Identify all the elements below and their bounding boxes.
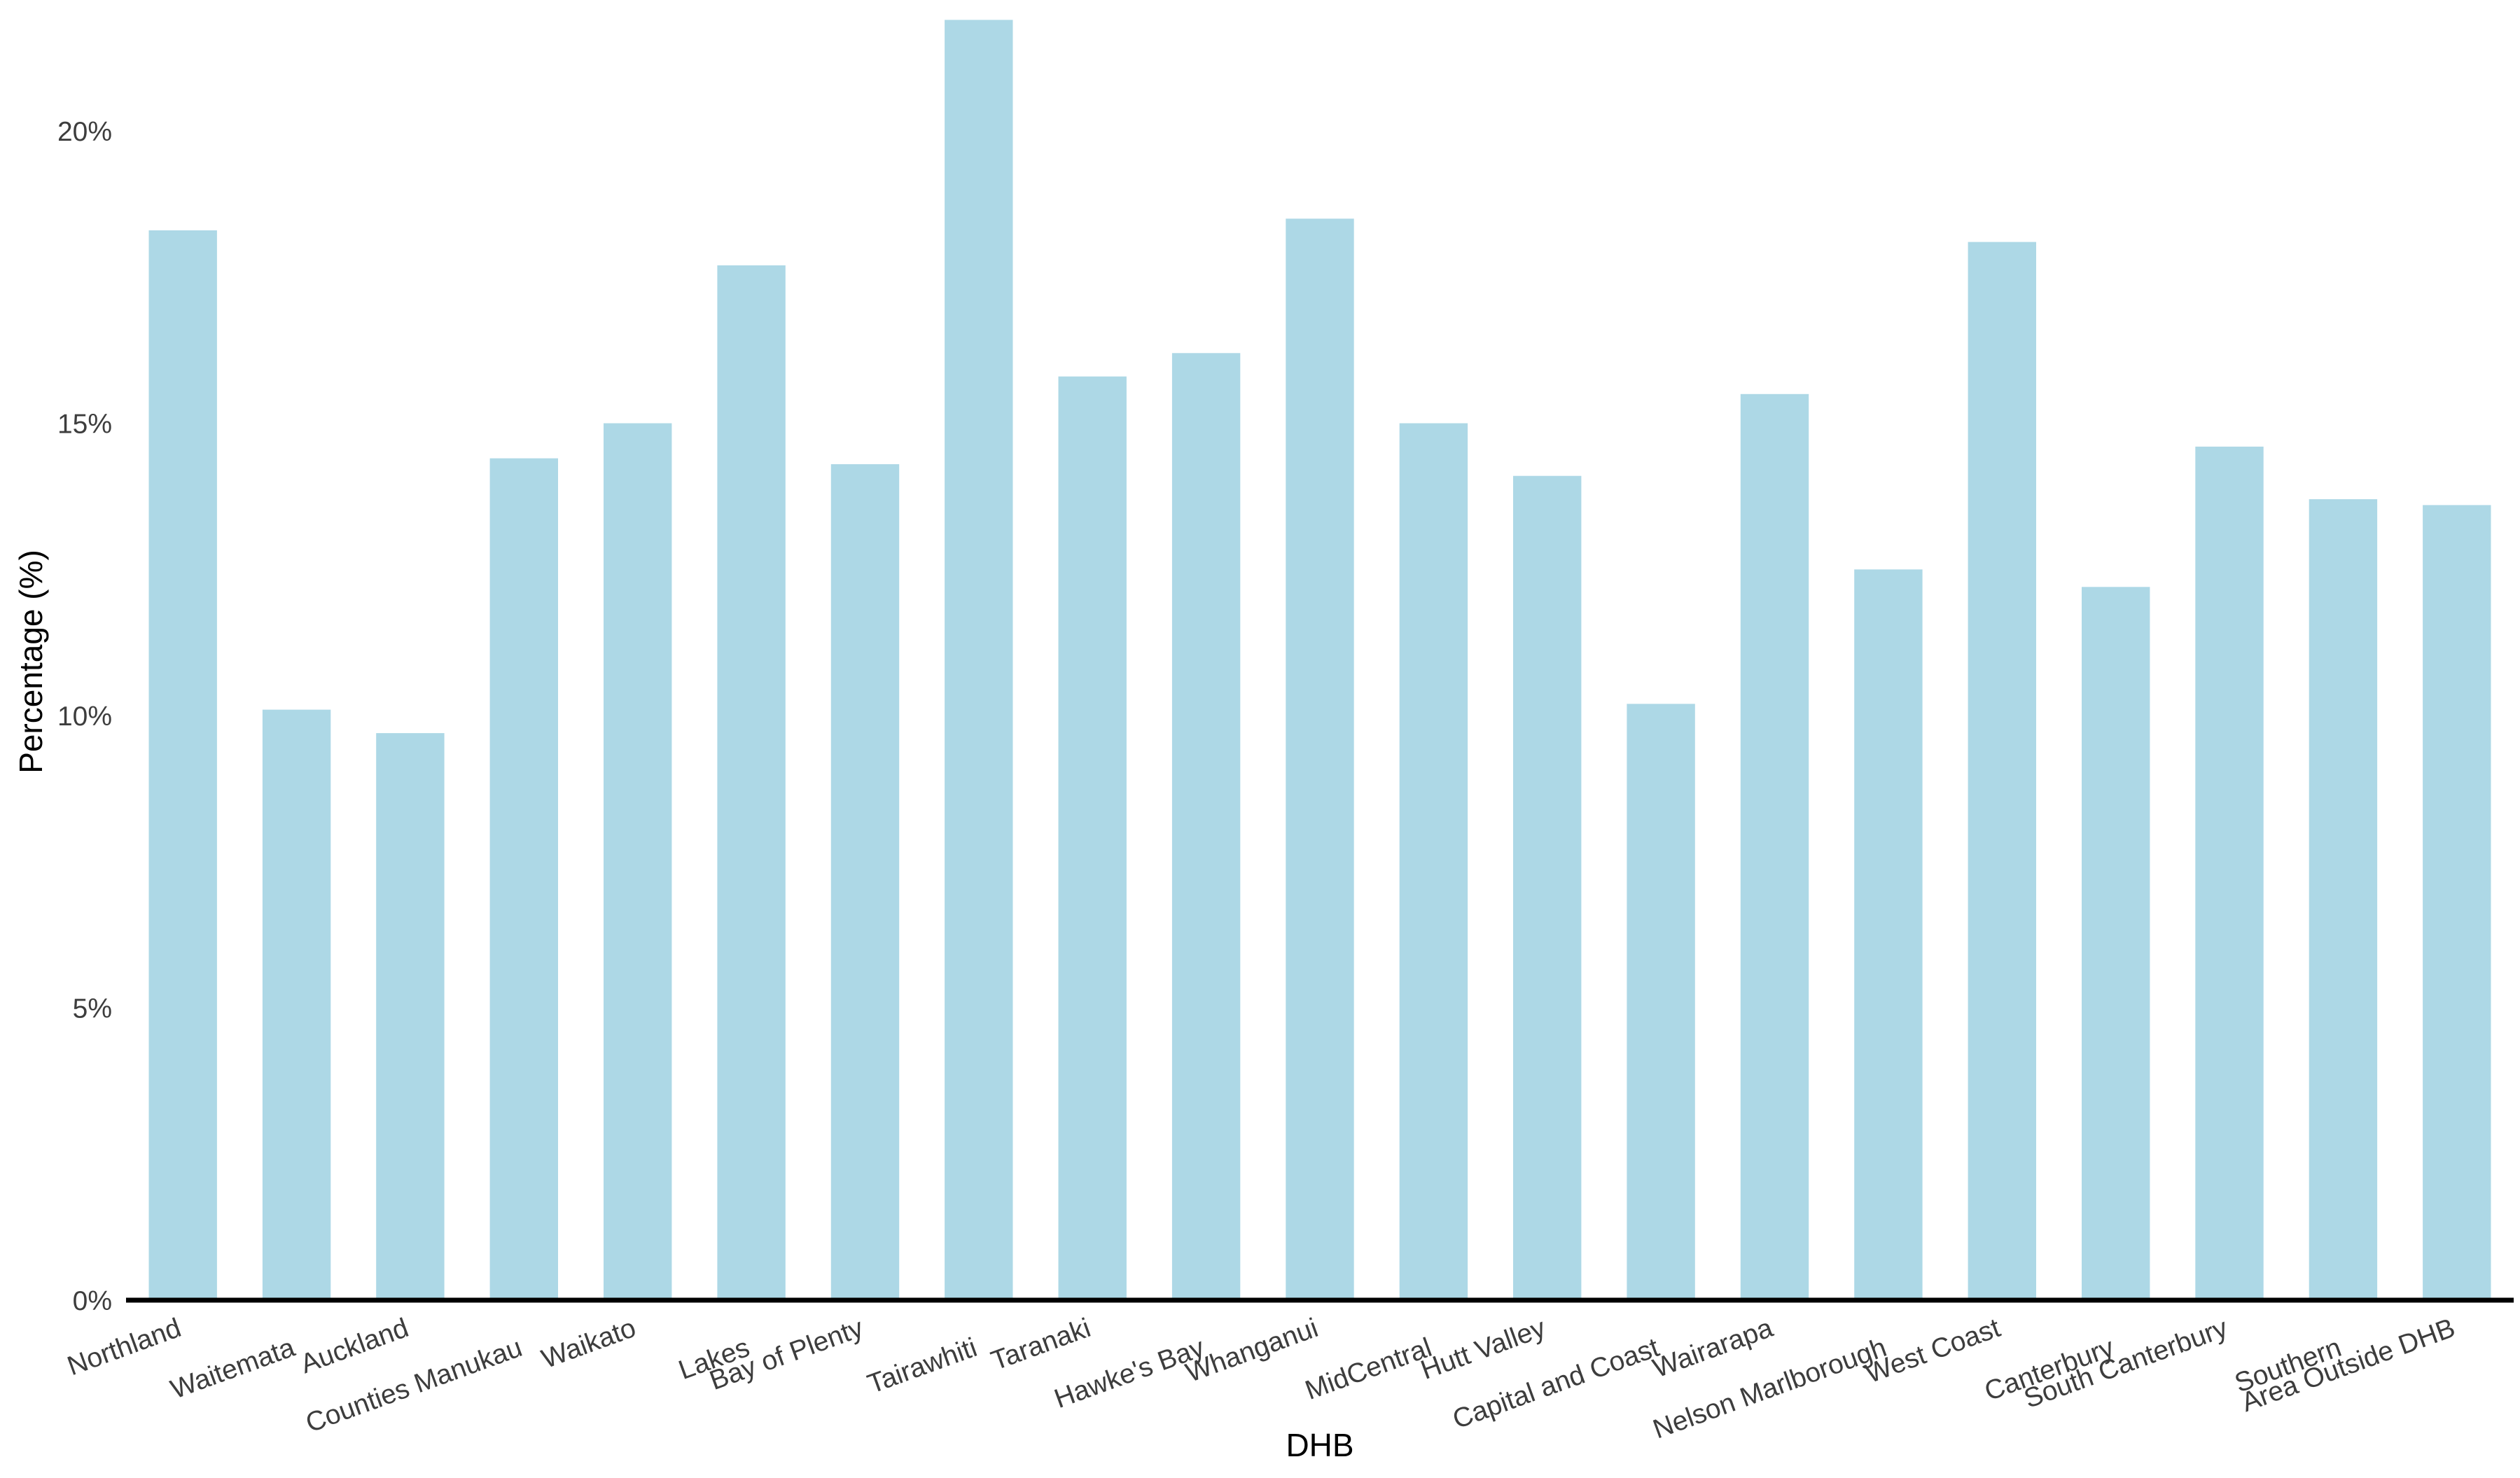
x-tick-label: Taranaki — [987, 1313, 1094, 1376]
bar-16 — [1968, 242, 2036, 1301]
bar-3 — [489, 458, 558, 1300]
bar-5 — [717, 265, 786, 1300]
y-axis-title: Percentage (%) — [13, 550, 49, 774]
bar-20 — [2423, 505, 2491, 1300]
bar-9 — [1171, 353, 1241, 1300]
bar-14 — [1740, 393, 1809, 1301]
x-axis-title: DHB — [1286, 1427, 1353, 1463]
bar-12 — [1513, 475, 1582, 1301]
bar-13 — [1627, 704, 1695, 1300]
bar-0 — [148, 230, 217, 1300]
bar-1 — [262, 709, 331, 1300]
x-tick-label: Waikato — [538, 1313, 640, 1374]
x-tick-label: Wairarapa — [1649, 1313, 1777, 1384]
bar-10 — [1286, 218, 1354, 1301]
x-tick-label: Northland — [64, 1313, 186, 1381]
x-tick-label: Auckland — [297, 1313, 412, 1379]
y-tick-label: 20% — [57, 117, 112, 147]
bar-6 — [830, 464, 900, 1300]
y-tick-labels: 0% 5% 10% 15% 20% — [57, 117, 112, 1316]
bar-17 — [2082, 587, 2150, 1300]
bar-11 — [1399, 423, 1468, 1300]
bar-4 — [604, 423, 672, 1300]
y-tick-label: 10% — [57, 702, 112, 732]
x-tick-label: Waitemata — [167, 1332, 299, 1405]
bar-7 — [945, 20, 1013, 1300]
bar-8 — [1058, 376, 1127, 1301]
y-tick-label: 5% — [73, 994, 112, 1024]
y-tick-label: 0% — [73, 1286, 112, 1316]
bar-15 — [1854, 569, 1923, 1301]
x-tick-label: Tairawhiti — [864, 1332, 981, 1400]
x-tick-label: MidCentral — [1302, 1332, 1436, 1406]
bars-layer — [148, 20, 2491, 1301]
bar-19 — [2309, 499, 2378, 1300]
x-tick-label: Hutt Valley — [1417, 1313, 1550, 1386]
bar-2 — [376, 733, 445, 1300]
bar-18 — [2195, 446, 2264, 1300]
y-tick-label: 15% — [57, 410, 112, 440]
